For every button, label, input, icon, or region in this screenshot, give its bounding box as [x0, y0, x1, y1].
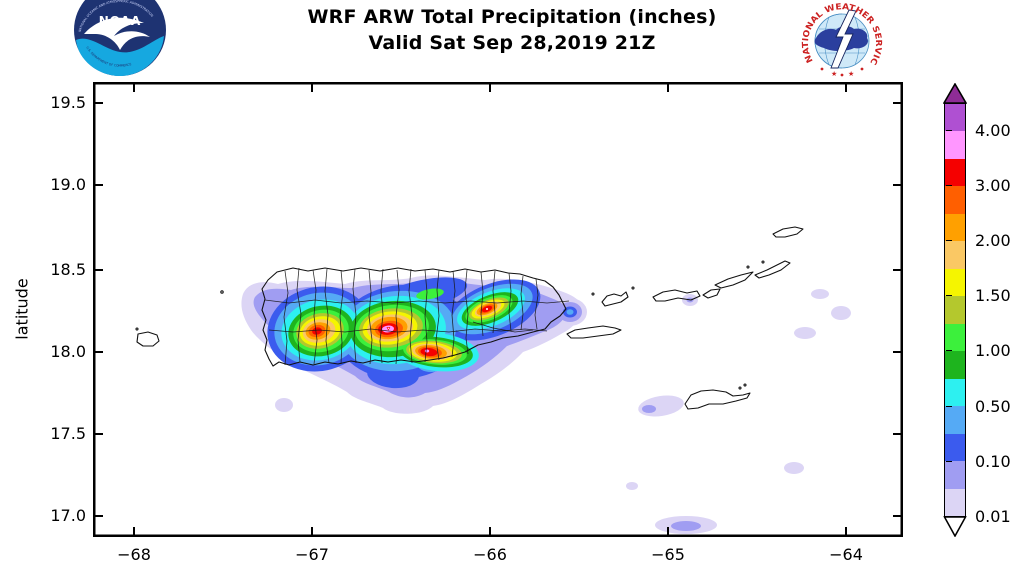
y-axis-title: latitude — [12, 278, 32, 340]
colorbar-segment — [945, 461, 965, 489]
colorbar-tick — [946, 295, 952, 297]
x-tick-label: −66 — [473, 545, 507, 564]
colorbar-segment — [945, 351, 965, 379]
nws-star: ★ — [831, 70, 837, 78]
colorbar-tick — [946, 350, 952, 352]
colorbar-bar — [944, 103, 966, 517]
title-line-1: WRF ARW Total Precipitation (inches) — [307, 6, 717, 28]
y-tick-label: 19.5 — [50, 93, 86, 112]
municipality-boundaries — [264, 267, 570, 366]
colorbar-segment — [945, 378, 965, 407]
colorbar-segment — [945, 104, 965, 132]
colorbar-label: 0.10 — [975, 451, 1011, 471]
y-tick-label: 19.0 — [50, 175, 86, 194]
colorbar-segment — [945, 433, 965, 462]
colorbar-tick — [946, 184, 952, 186]
y-tick-label: 18.0 — [50, 342, 86, 361]
x-tick-label: −65 — [651, 545, 685, 564]
colorbar-segment — [945, 488, 965, 517]
precipitation-contours — [241, 275, 851, 534]
x-tick-label: −64 — [829, 545, 863, 564]
plot-border — [93, 82, 903, 537]
colorbar-label: 4.00 — [975, 120, 1011, 140]
colorbar-label: 1.00 — [975, 341, 1011, 361]
y-tick-label: 17.5 — [50, 424, 86, 443]
max-marker — [386, 327, 391, 331]
title-line-2: Valid Sat Sep 28,2019 21Z — [368, 32, 656, 54]
colorbar-tick — [946, 460, 952, 462]
y-tick-label: 18.5 — [50, 260, 86, 279]
colorbar-label: 3.00 — [975, 175, 1011, 195]
noaa-logo-text: NOAA — [99, 14, 142, 28]
colorbar-segment — [945, 296, 965, 324]
colorbar-segment — [945, 268, 965, 297]
x-tick-label: −67 — [295, 545, 329, 564]
colorbar-segment — [945, 158, 965, 187]
nws-star: ★ — [848, 70, 854, 78]
colorbar-segment — [945, 323, 965, 352]
colorbar-label: 0.50 — [975, 396, 1011, 416]
colorbar-label: 2.00 — [975, 230, 1011, 250]
x-tick-label: −68 — [117, 545, 151, 564]
y-tick-label: 17.0 — [50, 506, 86, 525]
coastlines — [135, 226, 804, 410]
colorbar-segment — [945, 406, 965, 434]
colorbar-label: 0.01 — [975, 507, 1011, 526]
colorbar: 0.01 0.10 0.50 1.00 1.50 2.00 3.00 4.00 — [943, 83, 1024, 552]
colorbar-bottom-arrow — [943, 516, 967, 537]
colorbar-tick — [946, 405, 952, 407]
colorbar-top-arrow — [943, 83, 967, 104]
nws-logo-icon: NATIONAL WEATHER SERVICE ★ ★ — [796, 0, 884, 78]
colorbar-label: 1.50 — [975, 286, 1011, 306]
noaa-logo-icon: NOAA NATIONAL OCEANIC AND ATMOSPHERIC AD… — [74, 0, 166, 76]
max-marker — [485, 307, 489, 311]
colorbar-segment — [945, 186, 965, 214]
colorbar-segment — [945, 131, 965, 159]
colorbar-tick — [946, 129, 952, 131]
map-plot — [93, 82, 903, 537]
colorbar-tick — [946, 239, 952, 241]
colorbar-segment — [945, 241, 965, 269]
colorbar-tick — [946, 516, 952, 517]
colorbar-segment — [945, 213, 965, 242]
